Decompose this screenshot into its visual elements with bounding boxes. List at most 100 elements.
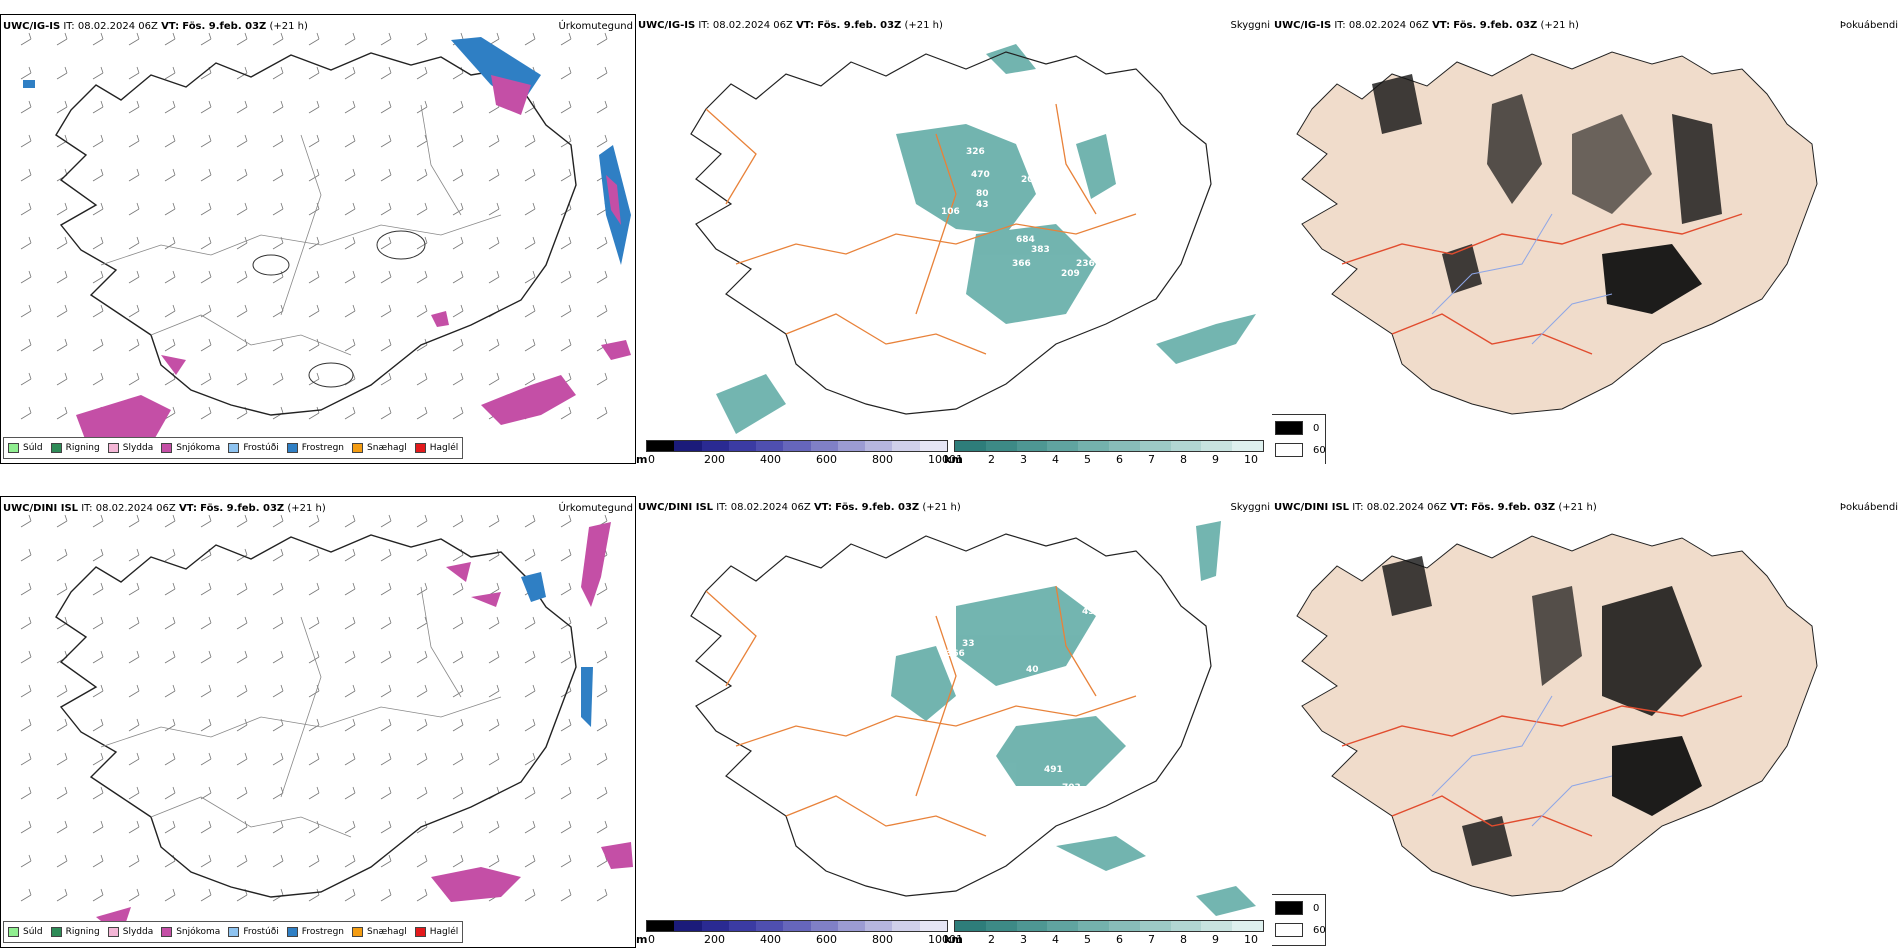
wind-barb [308, 548, 320, 562]
wind-barb [128, 582, 140, 596]
iceland-coastline [55, 52, 577, 416]
wind-barb [200, 616, 212, 630]
wind-barb [128, 752, 140, 766]
rivers [1431, 213, 1613, 345]
wind-barb [20, 718, 32, 732]
fog-legend-swatch [1275, 443, 1303, 457]
wind-barb [236, 752, 248, 766]
precip-type-panel-bottom: UWC/DINI ISL IT: 08.02.2024 06Z VT: Fös.… [0, 496, 636, 948]
wind-barb [416, 548, 428, 562]
panel-header: UWC/IG-IS IT: 08.02.2024 06Z VT: Fös. 9.… [3, 21, 308, 32]
wind-barb [560, 338, 572, 352]
colorbar-segment [810, 921, 838, 931]
wind-barb [164, 134, 176, 148]
wind-barb [236, 650, 248, 664]
wind-barb [56, 548, 68, 562]
colorbar-segment [1047, 921, 1079, 931]
colorbar-tick-label: 4 [1052, 933, 1059, 946]
wind-barb [272, 406, 284, 420]
colorbar-tick-label: 2 [988, 453, 995, 464]
wind-barb [56, 338, 68, 352]
wind-barb [308, 888, 320, 902]
colorbar-tick-label: 7 [1148, 933, 1155, 946]
wind-barb [272, 854, 284, 868]
wind-barb [164, 786, 176, 800]
colorbar-segment [985, 921, 1017, 931]
colorbar-segment [1201, 441, 1233, 451]
legend-label: Snjókoma [176, 927, 221, 937]
wind-barb [452, 514, 464, 528]
legend-item: Frostregn [286, 927, 344, 937]
legend-swatch [161, 443, 173, 453]
wind-barb [56, 854, 68, 868]
legend-item: Rigning [50, 443, 100, 453]
wind-barb [164, 32, 176, 46]
colorbar-tick-label: 1 [956, 933, 963, 946]
wind-barb [56, 202, 68, 216]
wind-barb [524, 372, 536, 386]
legend-label: Snjókoma [176, 443, 221, 453]
wind-barb [344, 582, 356, 596]
wind-barb [92, 270, 104, 284]
wind-barb [92, 100, 104, 114]
colorbar-segment [674, 921, 702, 931]
colorbar-segment [728, 441, 757, 451]
wind-barb [452, 786, 464, 800]
wind-barb [236, 514, 248, 528]
wind-barb [92, 548, 104, 562]
legend-label: Frostregn [301, 443, 345, 453]
colorbar-segment [1078, 921, 1109, 931]
wind-barb [20, 338, 32, 352]
wind-barb [488, 270, 500, 284]
colorbar-segment [810, 441, 838, 451]
wind-barb [596, 582, 608, 596]
wind-barb [272, 786, 284, 800]
wind-barb [416, 270, 428, 284]
wind-barb [92, 718, 104, 732]
wind-barb [452, 100, 464, 114]
wind-barb [524, 820, 536, 834]
fog-legend: 0 60 [1272, 894, 1326, 946]
roads [1341, 213, 1743, 355]
wind-barb [20, 548, 32, 562]
cloud-height-colorbar: m 0 200 400 600 800 1000 [636, 918, 956, 948]
wind-barb [20, 32, 32, 46]
wind-barb [236, 100, 248, 114]
wind-barb [200, 650, 212, 664]
wind-barb [56, 372, 68, 386]
wind-barb [20, 616, 32, 630]
wind-barb [596, 718, 608, 732]
precip-type-panel-top: UWC/IG-IS IT: 08.02.2024 06Z VT: Fös. 9.… [0, 14, 636, 464]
wind-barb [128, 684, 140, 698]
colorbar-segment [756, 441, 784, 451]
wind-barb [236, 304, 248, 318]
cloud-base-value: 77 [1116, 147, 1129, 157]
wind-barb [344, 134, 356, 148]
wind-barb [524, 134, 536, 148]
wind-barb [272, 616, 284, 630]
wind-barb [488, 202, 500, 216]
colorbar-strip [646, 440, 948, 452]
colorbar-tick-label: 8 [1180, 453, 1187, 464]
legend-item: Frostúði [228, 443, 279, 453]
wind-barb [380, 718, 392, 732]
colorbar-segment [1139, 921, 1171, 931]
wind-barb [488, 514, 500, 528]
wind-barb [128, 650, 140, 664]
wind-barb [200, 304, 212, 318]
wind-barb [452, 134, 464, 148]
wind-barb [488, 820, 500, 834]
legend-swatch [161, 927, 173, 937]
colorbar-segment [1170, 921, 1202, 931]
colorbar-segment [1108, 921, 1140, 931]
cloud-base-value: 450 [1082, 607, 1101, 617]
wind-barb [200, 854, 212, 868]
wind-barb [164, 718, 176, 732]
colorbar-tick-label: 400 [760, 453, 781, 464]
wind-barb [128, 718, 140, 732]
colorbar-segment [701, 921, 729, 931]
legend-label: Rigning [65, 443, 100, 453]
wind-barb [560, 548, 572, 562]
wind-barb [92, 304, 104, 318]
